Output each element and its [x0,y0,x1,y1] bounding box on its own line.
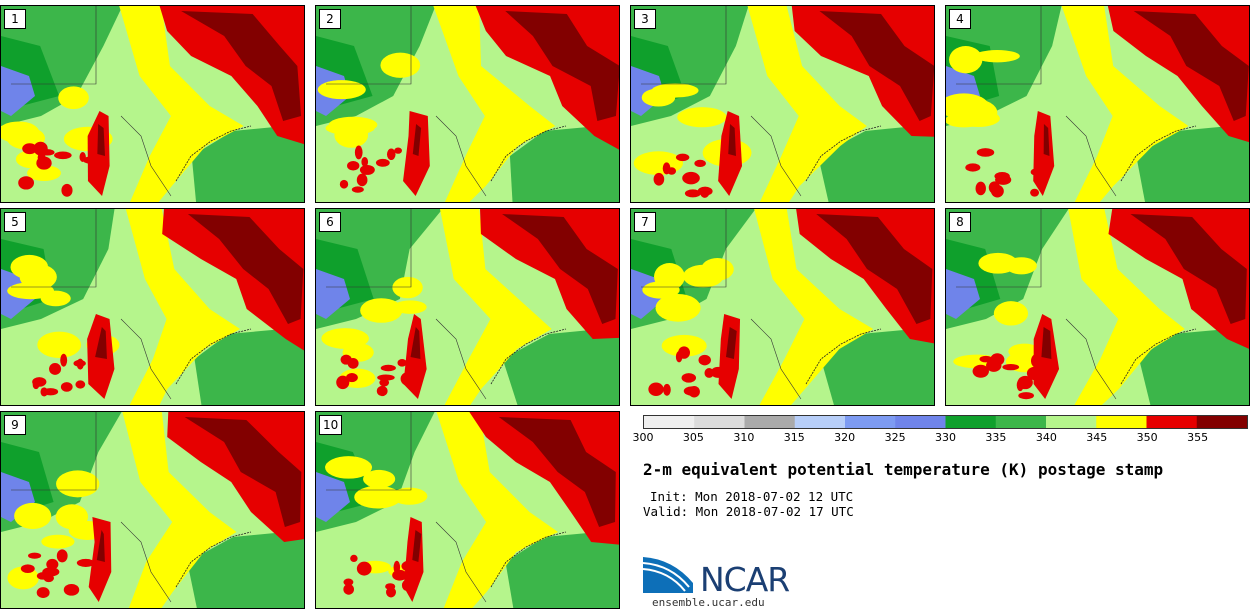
map-panel: 2 [315,5,620,203]
colorbar [643,415,1248,429]
ncar-logo-icon [643,557,693,593]
map-panel: 9 [0,411,305,609]
panel-label: 5 [4,212,26,232]
init-time: Init: Mon 2018-07-02 12 UTC [650,489,854,504]
colorbar-segment [895,416,946,428]
colorbar-tick-label: 310 [733,431,755,444]
colorbar-tick-label: 335 [985,431,1007,444]
colorbar-segment [1096,416,1147,428]
map-panel: 3 [630,5,935,203]
colorbar-segment [1196,416,1247,428]
ncar-logo-text: NCAR [700,560,790,599]
colorbar-segment [1146,416,1198,428]
colorbar-segment [794,416,846,428]
colorbar-tick-label: 340 [1035,431,1057,444]
map-panel: 10 [315,411,620,609]
valid-time: Valid: Mon 2018-07-02 17 UTC [643,504,854,519]
colorbar-tick-label: 345 [1086,431,1108,444]
colorbar-segment [845,416,896,428]
map-panel: 5 [0,208,305,406]
panel-label: 9 [4,415,26,435]
colorbar-tick-label: 325 [884,431,906,444]
colorbar-tick-label: 330 [935,431,956,444]
colorbar-tick-label: 355 [1187,431,1209,444]
colorbar-segment [945,416,997,428]
colorbar-tick-label: 315 [783,431,805,444]
colorbar-tick-label: 320 [834,431,856,444]
figure-title: 2-m equivalent potential temperature (K)… [643,460,1164,479]
colorbar-segment [644,416,695,428]
map-panel: 4 [945,5,1250,203]
panel-label: 3 [634,9,656,29]
panel-label: 10 [319,415,343,435]
colorbar-tick-label: 300 [632,431,654,444]
map-panel: 6 [315,208,620,406]
map-panel: 1 [0,5,305,203]
panel-label: 2 [319,9,341,29]
site-url: ensemble.ucar.edu [652,596,765,609]
panel-label: 1 [4,9,26,29]
colorbar-ticks: 300 305 310 315 320 325 330 335 340 345 350 355 [633,431,1248,445]
map-panel: 8 [945,208,1250,406]
colorbar-segment [995,416,1047,428]
colorbar-segment [694,416,745,428]
panel-label: 8 [949,212,971,232]
panel-label: 6 [319,212,341,232]
panel-label: 4 [949,9,971,29]
panel-label: 7 [634,212,656,232]
map-panel: 7 [630,208,935,406]
colorbar-tick-label: 305 [682,431,704,444]
colorbar-segment [744,416,796,428]
colorbar-tick-label: 350 [1136,431,1158,444]
colorbar-segment [1046,416,1097,428]
